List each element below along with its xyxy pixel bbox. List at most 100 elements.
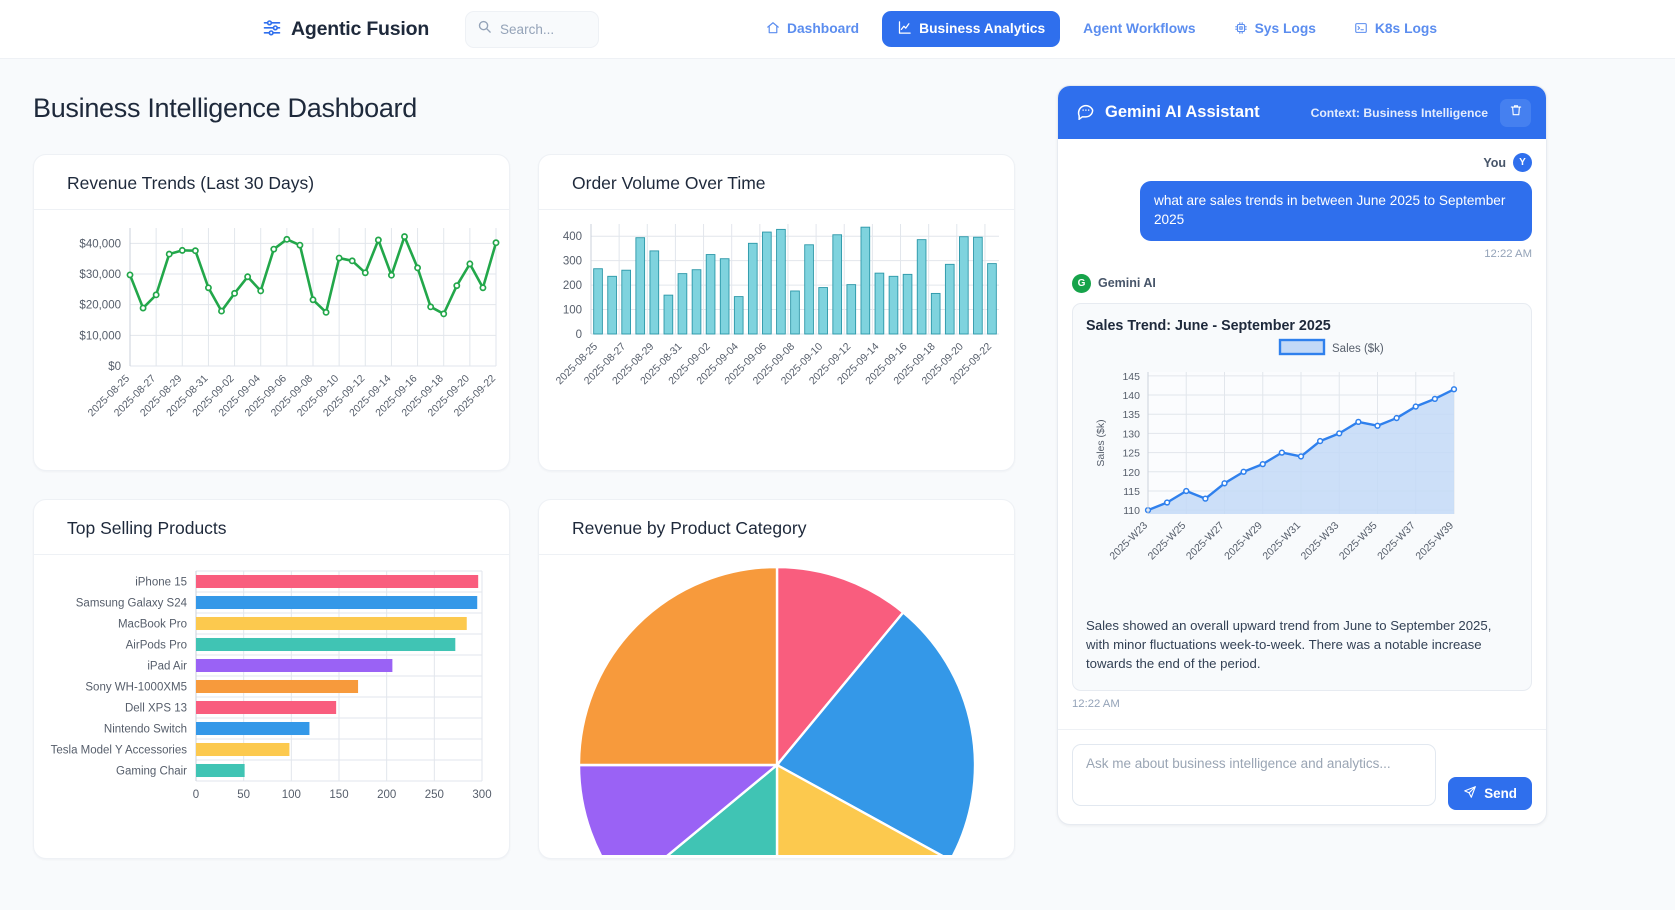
svg-text:0: 0 <box>576 329 582 341</box>
mini-chart-title: Sales Trend: June - September 2025 <box>1086 317 1331 334</box>
svg-text:$30,000: $30,000 <box>79 269 121 281</box>
charts-grid: Revenue Trends (Last 30 Days) $0 $10,000 $… <box>33 154 1043 859</box>
trash-icon <box>1509 103 1523 122</box>
assistant-name: Gemini AI <box>1098 276 1156 290</box>
page-title: Business Intelligence Dashboard <box>33 93 417 123</box>
svg-text:200: 200 <box>563 280 582 292</box>
sliders-icon <box>262 17 282 42</box>
send-button[interactable]: Send <box>1448 777 1532 810</box>
home-icon <box>766 21 780 38</box>
user-name: You <box>1483 155 1506 170</box>
brand[interactable]: Agentic Fusion <box>262 17 429 42</box>
svg-text:2025-W33: 2025-W33 <box>1299 519 1342 562</box>
svg-text:150: 150 <box>329 789 348 801</box>
svg-text:2025-W37: 2025-W37 <box>1375 519 1418 562</box>
svg-text:115: 115 <box>1123 485 1140 497</box>
svg-text:145: 145 <box>1122 370 1140 382</box>
tab-agent-workflows-label: Agent Workflows <box>1083 21 1196 37</box>
page-body: Business Intelligence Dashboard Revenue … <box>0 59 1675 910</box>
card-top-products: Top Selling Products iPhone 15 Samsung Ga… <box>33 499 510 859</box>
tab-dashboard-label: Dashboard <box>787 21 860 37</box>
sales-trend-mini-chart: Sales ($k) 110 115 120 125 130 135 140 145 2025-W… <box>1086 334 1515 607</box>
cpu-chip-icon <box>1234 21 1248 38</box>
svg-text:Sales ($k): Sales ($k) <box>1095 419 1107 466</box>
chat-message-user: You Y what are sales trends in between J… <box>1072 153 1532 260</box>
avatar: G <box>1072 273 1091 293</box>
tab-business-analytics-label: Business Analytics <box>919 21 1046 37</box>
revenue-trends-chart: $0 $10,000 $20,000 $30,000 $40,000 2025-08-25… <box>34 210 509 477</box>
nav-tabs: Dashboard Business Analytics Agent Workf… <box>751 11 1453 47</box>
search-placeholder: Search... <box>500 21 555 37</box>
svg-text:140: 140 <box>1122 390 1140 402</box>
svg-text:$10,000: $10,000 <box>79 330 121 342</box>
gemini-assistant-panel: Gemini AI Assistant Context: Business In… <box>1057 85 1547 825</box>
avatar: Y <box>1513 153 1532 172</box>
svg-text:2025-W23: 2025-W23 <box>1107 519 1150 562</box>
top-products-svg: iPhone 15 Samsung Galaxy S24 MacBook Pro Ai… <box>51 570 492 801</box>
brand-title: Agentic Fusion <box>291 17 430 40</box>
svg-text:2025-W31: 2025-W31 <box>1260 519 1303 562</box>
chat-messages[interactable]: You Y what are sales trends in between J… <box>1058 139 1546 729</box>
tab-k8s-logs[interactable]: K8s Logs <box>1338 11 1453 47</box>
clear-chat-button[interactable] <box>1500 98 1531 127</box>
svg-text:AirPods Pro: AirPods Pro <box>126 640 187 652</box>
svg-text:200: 200 <box>377 789 396 801</box>
paper-plane-icon <box>1463 785 1477 802</box>
tab-sys-logs-label: Sys Logs <box>1254 21 1316 37</box>
svg-text:135: 135 <box>1122 409 1140 421</box>
card-order-volume-title: Order Volume Over Time <box>539 173 1014 210</box>
svg-text:Nintendo Switch: Nintendo Switch <box>104 724 187 736</box>
tab-k8s-logs-label: K8s Logs <box>1374 21 1438 37</box>
assistant-identity: G Gemini AI <box>1072 273 1532 293</box>
svg-text:100: 100 <box>282 789 301 801</box>
dashboard-column: Business Intelligence Dashboard Revenue … <box>0 59 1043 910</box>
user-identity: You Y <box>1483 153 1532 172</box>
svg-text:iPhone 15: iPhone 15 <box>135 577 187 589</box>
chat-input[interactable] <box>1072 744 1437 806</box>
assistant-context-label: Context: Business Intelligence <box>1310 105 1488 120</box>
assistant-header: Gemini AI Assistant Context: Business In… <box>1058 86 1546 139</box>
svg-text:300: 300 <box>563 256 582 268</box>
svg-text:50: 50 <box>237 789 250 801</box>
svg-text:110: 110 <box>1123 505 1140 517</box>
svg-text:2025-W29: 2025-W29 <box>1222 519 1265 562</box>
card-top-products-title: Top Selling Products <box>34 518 509 555</box>
user-message-text: what are sales trends in between June 20… <box>1140 181 1532 241</box>
search-input[interactable]: Search... <box>465 10 600 48</box>
svg-text:125: 125 <box>1122 447 1140 459</box>
tab-dashboard[interactable]: Dashboard <box>751 11 875 47</box>
svg-text:Gaming Chair: Gaming Chair <box>116 766 187 778</box>
svg-text:Tesla Model Y Accessories: Tesla Model Y Accessories <box>51 745 188 757</box>
svg-text:100: 100 <box>563 305 582 317</box>
svg-text:400: 400 <box>563 231 582 243</box>
sales-trend-area-svg: Sales ($k) 110 115 120 125 130 135 140 145 2025-W… <box>1095 338 1458 562</box>
tab-business-analytics[interactable]: Business Analytics <box>882 11 1061 47</box>
tab-sys-logs[interactable]: Sys Logs <box>1218 11 1331 47</box>
tab-agent-workflows[interactable]: Agent Workflows <box>1068 11 1211 47</box>
assistant-answer-card: Sales Trend: June - September 2025 Sales… <box>1072 302 1532 691</box>
assistant-answer-text: Sales showed an overall upward trend fro… <box>1086 617 1492 672</box>
svg-text:MacBook Pro: MacBook Pro <box>118 619 187 631</box>
revenue-category-pie-svg <box>577 565 977 858</box>
svg-text:$0: $0 <box>108 361 121 373</box>
order-volume-svg: 01002003004002025-08-252025-08-272025-08… <box>554 224 999 387</box>
svg-text:2025-W35: 2025-W35 <box>1337 519 1380 562</box>
card-revenue-trends: Revenue Trends (Last 30 Days) $0 $10,000 $… <box>33 154 510 471</box>
card-revenue-category: Revenue by Product Category <box>538 499 1015 859</box>
svg-text:Sales ($k): Sales ($k) <box>1332 343 1384 355</box>
chat-bubble-icon <box>1076 101 1095 125</box>
svg-text:Samsung Galaxy S24: Samsung Galaxy S24 <box>76 598 188 610</box>
svg-text:iPad Air: iPad Air <box>147 661 187 673</box>
card-revenue-trends-title: Revenue Trends (Last 30 Days) <box>34 173 509 210</box>
card-revenue-category-title: Revenue by Product Category <box>539 518 1014 555</box>
order-volume-chart: 0 100 200 300 400 2025-08-25 2025-08-27 2025-08… <box>539 210 1014 477</box>
svg-text:130: 130 <box>1122 428 1140 440</box>
svg-text:2025-W27: 2025-W27 <box>1184 519 1227 562</box>
terminal-icon <box>1354 21 1368 38</box>
svg-text:250: 250 <box>425 789 444 801</box>
revenue-line-svg: $0$10,000$20,000$30,000$40,0002025-08-25… <box>79 228 500 419</box>
top-navbar: Agentic Fusion Search... Dashboard <box>0 0 1675 59</box>
assistant-column: Gemini AI Assistant Context: Business In… <box>1043 59 1547 910</box>
svg-text:Dell XPS 13: Dell XPS 13 <box>125 703 187 715</box>
assistant-message-time: 12:22 AM <box>1072 697 1120 710</box>
